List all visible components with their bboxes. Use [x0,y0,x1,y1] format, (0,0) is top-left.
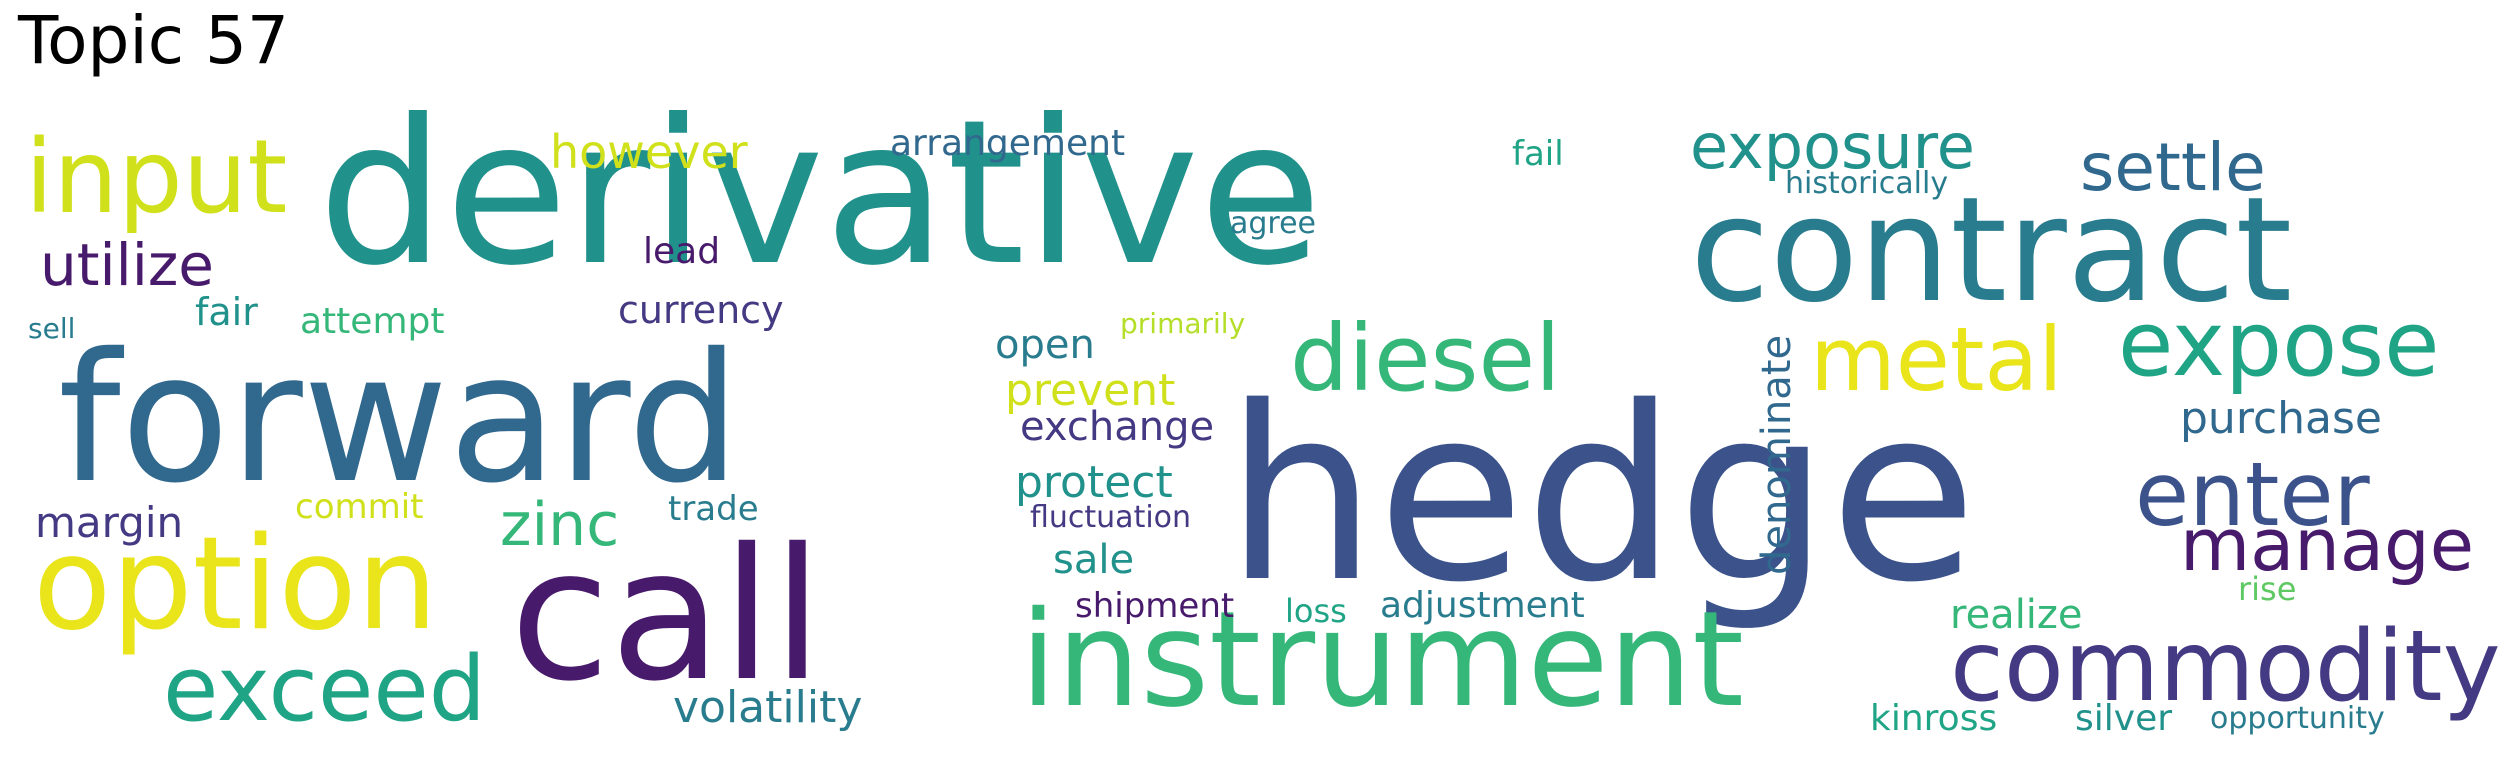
word-utilize: utilize [40,231,214,299]
word-instrument: instrument [1020,583,1744,737]
word-historically: historically [1785,166,1948,201]
word-commit: commit [295,487,424,527]
word-fluctuation: fluctuation [1030,500,1191,535]
word-arrangement: arrangement [890,123,1125,164]
word-trade: trade [668,489,759,529]
word-kinross: kinross [1870,698,1997,739]
topic-title: Topic 57 [18,2,289,79]
word-sale: sale [1053,537,1134,583]
word-loss: loss [1285,592,1347,630]
word-protect: protect [1015,457,1173,508]
word-exceed: exceed [163,637,486,742]
word-volatility: volatility [673,682,862,733]
word-rise: rise [2238,570,2296,608]
word-commodity: commodity [1950,610,2501,724]
word-sell: sell [28,312,75,345]
word-zinc: zinc [500,490,619,560]
word-silver: silver [2075,698,2172,739]
word-denominate: denominate [1754,335,1800,575]
word-shipment: shipment [1075,586,1234,626]
word-attempt: attempt [300,301,444,342]
word-forward: forward [58,315,740,522]
word-open: open [995,322,1095,368]
word-manage: manage [2180,503,2474,587]
word-exchange: exchange [1020,404,1214,450]
word-contract: contract [1690,166,2292,335]
word-realize: realize [1950,592,2083,638]
word-fail: fail [1512,134,1564,174]
word-primarily: primarily [1120,307,1245,340]
word-prevent: prevent [1005,365,1175,416]
word-call: call [510,509,823,721]
word-exposure: exposure [1690,110,1975,183]
word-lead: lead [643,231,720,272]
word-agree: agree [1230,206,1316,241]
word-expose: expose [2118,292,2440,397]
word-margin: margin [35,498,183,547]
word-input: input [25,118,287,237]
word-diesel: diesel [1290,305,1561,412]
word-enter: enter [2135,443,2371,546]
word-adjustment: adjustment [1380,585,1585,626]
word-fair: fair [195,290,258,334]
word-hedge: hedge [1225,355,1977,635]
word-however: however [550,125,748,179]
word-opportunity: opportunity [2210,701,2385,736]
word-purchase: purchase [2180,393,2382,444]
word-metal: metal [1810,308,2063,411]
word-currency: currency [618,288,784,332]
word-derivative: derivative [318,77,1322,310]
word-option: option [33,510,438,659]
word-settle: settle [2080,129,2266,206]
